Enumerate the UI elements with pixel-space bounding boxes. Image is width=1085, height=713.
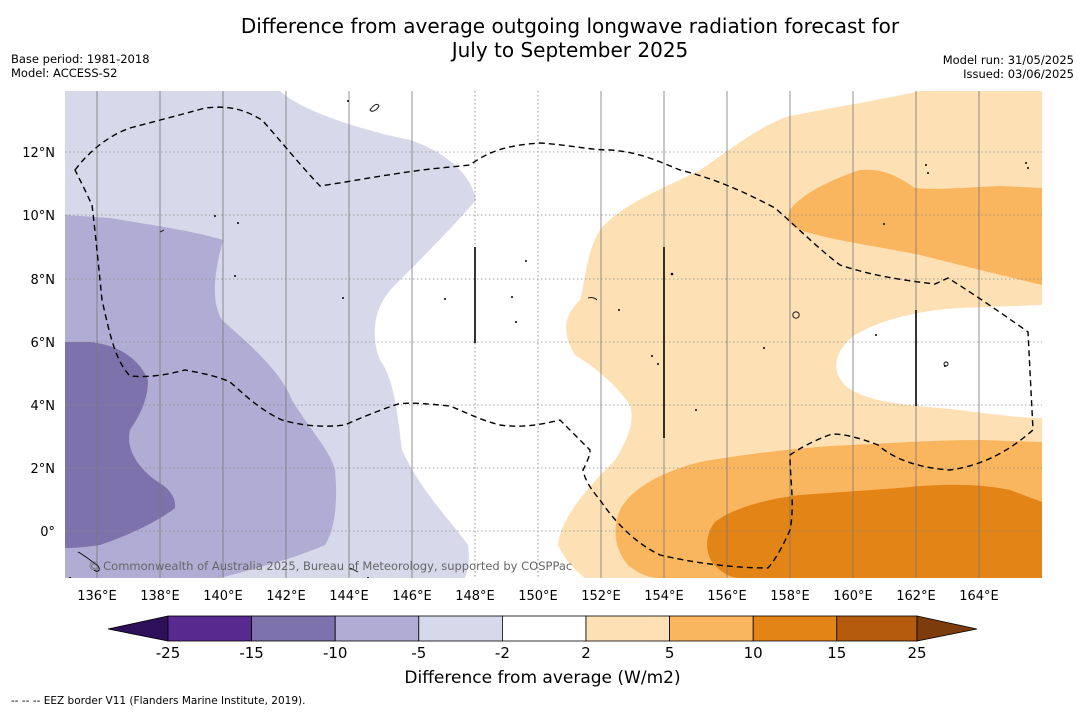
lon-label: 162°E — [896, 589, 936, 604]
lon-label: 136°E — [77, 589, 117, 604]
model-text: Model: ACCESS-S2 — [11, 66, 118, 80]
colorbar-tick: 5 — [665, 644, 675, 662]
atolls — [69, 100, 1029, 578]
lon-label: 138°E — [140, 589, 180, 604]
lon-label: 156°E — [707, 589, 747, 604]
colorbar-tick: -5 — [411, 644, 426, 662]
colorbar-swatch — [167, 615, 252, 642]
lon-label: 154°E — [644, 589, 684, 604]
lon-label: 150°E — [518, 589, 558, 604]
contour-pos-5-10-north — [788, 169, 1042, 285]
lon-gridlines — [96, 91, 980, 578]
colorbar-swatch — [251, 615, 336, 642]
model-run-text: Model run: 31/05/2025 — [942, 53, 1074, 67]
colorbar-tick: -10 — [323, 644, 348, 662]
lon-label: 142°E — [266, 589, 306, 604]
title-line-2: July to September 2025 — [451, 38, 689, 62]
title-line-1: Difference from average outgoing longwav… — [240, 14, 900, 38]
lon-label: 146°E — [392, 589, 432, 604]
copyright-text: © Commonwealth of Australia 2025, Bureau… — [88, 559, 572, 573]
anomaly-contours: © Commonwealth of Australia 2025, Bureau… — [65, 91, 1042, 578]
islands — [77, 103, 949, 573]
lon-label: 158°E — [770, 589, 810, 604]
lon-label: 144°E — [329, 589, 369, 604]
colorbar-tick: 25 — [907, 644, 926, 662]
chart-title: Difference from average outgoing longwav… — [0, 14, 1085, 62]
lon-label: 160°E — [833, 589, 873, 604]
eez-legend-note: -- -- -- EEZ border V11 (Flanders Marine… — [11, 695, 306, 707]
lat-label: 2°N — [31, 462, 56, 477]
colorbar-tick: -25 — [156, 644, 181, 662]
colorbar-swatch — [501, 615, 587, 642]
lon-label: 140°E — [203, 589, 243, 604]
colorbar-swatch — [585, 615, 670, 642]
colorbar-extend-low — [107, 615, 169, 642]
colorbar-swatch — [836, 615, 918, 642]
lon-label: 164°E — [959, 589, 999, 604]
colorbar-title: Difference from average (W/m2) — [404, 668, 681, 688]
solid-boundary-lines — [474, 247, 917, 438]
meta-left: Base period: 1981-2018 Model: ACCESS-S2 — [11, 52, 150, 80]
colorbar-swatch — [752, 615, 838, 642]
issued-text: Issued: 03/06/2025 — [963, 67, 1074, 81]
base-period-text: Base period: 1981-2018 — [11, 52, 150, 66]
lat-axis: 12°N 10°N 8°N 6°N 4°N 2°N 0° — [22, 146, 55, 540]
lon-axis: 136°E 138°E 140°E 142°E 144°E 146°E 148°… — [77, 589, 999, 604]
lat-label: 6°N — [31, 336, 56, 351]
lat-gridlines — [65, 151, 1042, 532]
colorbar-tick: 15 — [827, 644, 846, 662]
colorbar-swatch — [418, 615, 503, 642]
colorbar-swatch — [334, 615, 420, 642]
meta-right: Model run: 31/05/2025 Issued: 03/06/2025 — [943, 53, 1074, 81]
colorbar — [107, 615, 978, 642]
lat-label: 4°N — [31, 399, 56, 414]
contour-neg-10-15 — [65, 342, 176, 548]
contour-neutral-right — [836, 305, 1042, 418]
colorbar-swatch — [669, 615, 754, 642]
colorbar-tick: 10 — [744, 644, 763, 662]
lon-label: 152°E — [581, 589, 621, 604]
colorbar-tick: 2 — [581, 644, 591, 662]
lon-label: 148°E — [455, 589, 495, 604]
colorbar-tick: -15 — [239, 644, 264, 662]
eez-borders — [74, 106, 1034, 569]
colorbar-tick: -2 — [495, 644, 510, 662]
lat-label: 12°N — [22, 146, 55, 161]
lat-label: 0° — [40, 525, 55, 540]
colorbar-extend-high — [916, 615, 978, 642]
lat-label: 10°N — [22, 209, 55, 224]
contour-pos-10-15 — [707, 484, 1042, 578]
lat-label: 8°N — [31, 273, 56, 288]
colorbar-ticks: -25 -15 -10 -5 -2 2 5 10 15 25 — [156, 644, 927, 662]
